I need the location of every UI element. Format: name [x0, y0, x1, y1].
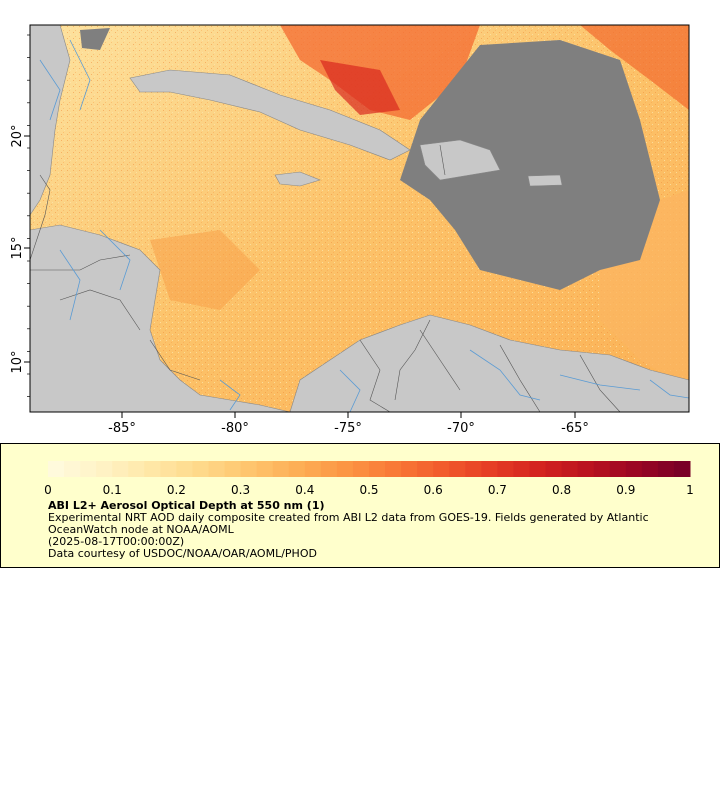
central-america-landmass	[30, 224, 291, 412]
lon-tick-label: -65°	[561, 421, 589, 436]
legend-title: ABI L2+ Aerosol Optical Depth at 550 nm …	[48, 499, 325, 512]
colorbar-tick-label: 0.7	[488, 483, 507, 497]
colorbar-cell	[288, 461, 306, 477]
colorbar-cell	[48, 461, 65, 477]
lat-tick-label: 20°	[10, 124, 25, 147]
colorbar-cell	[433, 461, 450, 477]
colorbar-cell	[449, 461, 466, 477]
colorbar-tick-label: 0.1	[103, 483, 122, 497]
colorbar-cell	[609, 461, 627, 477]
legend-panel: 0 0.1 0.2 0.3 0.4 0.5 0.6 0.7 0.8 0.9 1 ABI L2+ Ae…	[0, 443, 720, 568]
colorbar-cell	[128, 461, 145, 477]
colorbar-cell	[497, 461, 514, 477]
map-border	[29, 24, 690, 413]
high-aod-plume-east	[580, 25, 689, 110]
colorbar-tick-label: 0.8	[552, 483, 571, 497]
colorbar-cell	[641, 461, 659, 477]
colorbar-cell	[80, 461, 97, 477]
colorbar-cells	[48, 461, 691, 477]
colorbar-cell	[240, 461, 258, 477]
jamaica-landmass	[274, 171, 321, 187]
colorbar-cell	[336, 461, 354, 477]
longitude-axis: -85° -80° -75° -70° -65°	[108, 412, 589, 436]
lat-tick-label: 15°	[10, 236, 25, 259]
colorbar-cell	[208, 461, 226, 477]
high-aod-core	[320, 60, 400, 115]
latitude-axis: 10° 15° 20°	[10, 34, 30, 397]
colorbar-cell	[657, 461, 675, 477]
colorbar-cell	[96, 461, 113, 477]
lat-tick-label: 10°	[10, 350, 25, 373]
colorbar-cell	[577, 461, 595, 477]
colorbar-cell	[593, 461, 611, 477]
colorbar-tick-label: 0	[44, 483, 52, 497]
legend-text: ABI L2+ Aerosol Optical Depth at 550 nm …	[48, 500, 688, 560]
colorbar-cell	[320, 461, 338, 477]
no-data-region	[400, 40, 660, 290]
colorbar-cell	[545, 461, 563, 477]
colorbar-tick-label: 0.6	[424, 483, 443, 497]
colorbar-cell	[481, 461, 498, 477]
legend-credit: Data courtesy of USDOC/NOAA/OAR/AOML/PHO…	[48, 547, 317, 560]
colorbar-cell	[385, 461, 402, 477]
aod-patch-central	[150, 230, 260, 310]
legend-description-line1: Experimental NRT AOD daily composite cre…	[48, 511, 649, 524]
colorbar-ticks: 0 0.1 0.2 0.3 0.4 0.5 0.6 0.7 0.8 0.9 1	[44, 483, 694, 497]
rivers	[39, 39, 689, 412]
colorbar-cell	[417, 461, 434, 477]
colorbar-cell	[369, 461, 386, 477]
colorbar-cell	[272, 461, 290, 477]
colorbar-tick-label: 0.2	[167, 483, 186, 497]
colorbar-cell	[529, 461, 547, 477]
colorbar-cell	[176, 461, 193, 477]
colorbar-cell	[401, 461, 418, 477]
no-data-patch	[80, 28, 110, 50]
colorbar-cell	[625, 461, 643, 477]
colorbar-tick-label: 1	[686, 483, 694, 497]
puerto-rico-landmass	[527, 174, 563, 187]
colorbar-cell	[352, 461, 370, 477]
map-panel: -85° -80° -75° -70° -65° 10° 15° 20°	[10, 24, 690, 436]
colorbar-cell	[160, 461, 177, 477]
legend-description-line2: OceanWatch node at NOAA/AOML	[48, 523, 234, 536]
lon-tick-label: -70°	[447, 421, 475, 436]
colorbar-cell	[513, 461, 530, 477]
colorbar-cell	[192, 461, 209, 477]
lon-tick-label: -85°	[108, 421, 136, 436]
colorbar-cell	[465, 461, 482, 477]
country-borders	[30, 144, 621, 412]
colorbar-cell	[256, 461, 274, 477]
colorbar-tick-label: 0.4	[295, 483, 314, 497]
colorbar-cell	[224, 461, 242, 477]
colorbar-cell	[112, 461, 129, 477]
map-layers	[30, 25, 689, 412]
colorbar-tick-label: 0.9	[616, 483, 635, 497]
colorbar-cell	[673, 461, 691, 477]
aod-map: -85° -80° -75° -70° -65° 10° 15° 20°	[10, 24, 690, 436]
lon-tick-label: -80°	[221, 421, 249, 436]
colorbar-cell	[561, 461, 579, 477]
colorbar-tick-label: 0.5	[359, 483, 378, 497]
south-america-landmass	[289, 314, 689, 412]
hispaniola-landmass	[419, 139, 501, 181]
colorbar-cell	[64, 461, 81, 477]
lon-tick-label: -75°	[334, 421, 362, 436]
colorbar-cell	[144, 461, 161, 477]
colorbar: 0 0.1 0.2 0.3 0.4 0.5 0.6 0.7 0.8 0.9 1	[44, 461, 694, 497]
legend-date: (2025-08-17T00:00:00Z)	[48, 535, 185, 548]
colorbar-cell	[304, 461, 322, 477]
cuba-landmass	[129, 69, 411, 161]
colorbar-tick-label: 0.3	[231, 483, 250, 497]
